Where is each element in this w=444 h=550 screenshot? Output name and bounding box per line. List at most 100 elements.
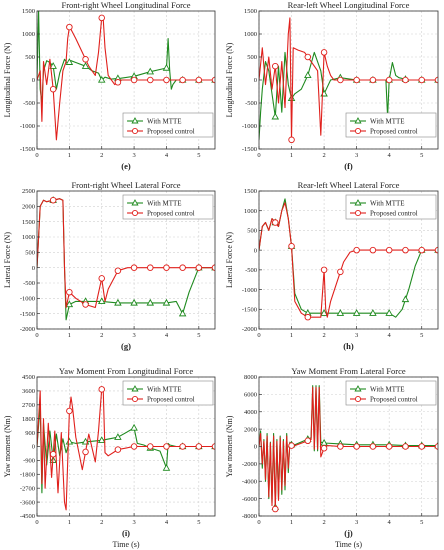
marker-circle [304, 437, 312, 445]
x-tick-label: 2 [322, 332, 325, 339]
legend: With MTTE Proposed control [122, 380, 214, 406]
panel-i: 0 1 2 3 4 5 -4500 -3600 -2700 -1800 -900 0 900 1800 27… [3, 366, 216, 549]
marker-circle [353, 246, 360, 254]
legend-marker-triangle [354, 199, 362, 206]
y-tick-label: 1500 [244, 8, 257, 15]
marker-circle [147, 76, 154, 84]
series-line-proposed [259, 202, 438, 318]
y-tick-label: -2000 [242, 326, 257, 333]
marker-triangle [146, 298, 155, 306]
y-axis-label: Yaw moment (Nm) [3, 415, 12, 477]
legend-marker-circle [131, 127, 139, 135]
y-tick-label: -8000 [242, 513, 257, 520]
marker-triangle [162, 463, 171, 471]
marker-circle [272, 62, 279, 70]
legend-marker-circle [354, 127, 362, 135]
plot-area [259, 385, 438, 513]
marker-circle [385, 76, 393, 84]
marker-circle [66, 288, 73, 296]
y-tick-label: -500 [245, 100, 257, 107]
y-axis-label: Yaw moment (Nm) [225, 415, 234, 477]
marker-circle [434, 76, 438, 84]
marker-circle [304, 313, 312, 321]
marker-triangle [97, 297, 106, 305]
y-tick-label: -1000 [242, 123, 257, 130]
marker-circle [337, 443, 344, 450]
marker-circle [385, 246, 393, 254]
x-tick-label: 2 [100, 519, 103, 526]
marker-circle [272, 219, 279, 226]
marker-triangle [352, 309, 361, 316]
legend-entry: Proposed control [370, 396, 418, 404]
marker-circle [434, 443, 438, 450]
panel-title: Front-right Wheel Longitudinal Force [62, 0, 191, 10]
marker-triangle [178, 309, 187, 317]
marker-circle [114, 446, 122, 453]
marker-circle [337, 268, 344, 276]
panel-title: Rear-left Wheel Longitudinal Force [288, 0, 410, 10]
marker-circle [195, 76, 203, 84]
x-tick-label: 1 [290, 332, 293, 339]
panel-letter: (i) [122, 528, 130, 538]
legend-box [345, 380, 437, 406]
y-tick-label: 500 [25, 54, 35, 61]
marker-triangle [146, 67, 155, 75]
legend: With MTTE Proposed control [345, 380, 437, 406]
y-axis-label: Lateral Force (N) [3, 232, 12, 288]
marker-triangle [49, 62, 57, 69]
x-tick-label: 1 [290, 152, 293, 159]
marker-triangle [65, 58, 74, 65]
marker-circle [369, 443, 377, 450]
y-tick-label: 500 [247, 228, 257, 235]
plot-area [37, 11, 215, 141]
x-tick-label: 0 [35, 332, 38, 339]
y-tick-label: -1000 [20, 123, 35, 130]
legend-marker-triangle [131, 117, 139, 124]
marker-triangle [162, 63, 171, 71]
marker-circle [130, 443, 138, 450]
marker-circle [288, 442, 295, 449]
y-tick-label: 0 [254, 77, 257, 84]
x-tick-label: 4 [388, 332, 392, 339]
marker-circle [98, 275, 105, 282]
marker-triangle [336, 309, 345, 316]
axes-frame [258, 190, 439, 330]
panel-title: Yaw Moment From Longitudinal Force [59, 366, 193, 376]
y-tick-label: -900 [23, 458, 35, 465]
y-tick-label: -6000 [242, 496, 257, 503]
marker-circle [434, 246, 438, 254]
x-tick-label: 1 [290, 519, 293, 526]
y-tick-label: 3600 [22, 388, 35, 395]
x-tick-label: 5 [197, 332, 200, 339]
legend-entry: With MTTE [370, 118, 405, 126]
x-tick-label: 0 [35, 152, 38, 159]
y-tick-label: 1500 [22, 219, 35, 226]
series-line-proposed [37, 388, 215, 511]
legend-box [122, 380, 214, 406]
y-tick-label: 6000 [244, 392, 257, 399]
marker-circle [385, 443, 393, 450]
marker-triangle [65, 437, 74, 445]
marker-circle [369, 76, 377, 84]
marker-triangle [369, 309, 377, 316]
y-tick-label: 0 [32, 265, 35, 272]
marker-circle [272, 505, 279, 513]
plot-area [37, 386, 215, 511]
marker-circle [130, 264, 138, 271]
y-tick-label: -1500 [242, 146, 257, 153]
y-tick-label: 2000 [22, 204, 35, 211]
marker-circle [353, 76, 360, 84]
plot-area [37, 196, 215, 321]
marker-circle [418, 246, 425, 254]
y-tick-label: -4500 [20, 513, 35, 520]
series-line-mtte [259, 51, 438, 140]
marker-circle [147, 443, 154, 450]
x-tick-label: 3 [355, 519, 358, 526]
marker-circle [163, 264, 170, 271]
series-line-proposed [259, 386, 438, 510]
marker-circle [163, 443, 170, 450]
panel-e: 0 1 2 3 4 5 -1500 -1000 -500 0 500 1000 1500 Front-ri… [3, 0, 216, 171]
panel-title: Front-right Wheel Lateral Force [71, 180, 180, 190]
y-tick-label: 1000 [22, 31, 35, 38]
x-tick-label: 1 [68, 152, 71, 159]
